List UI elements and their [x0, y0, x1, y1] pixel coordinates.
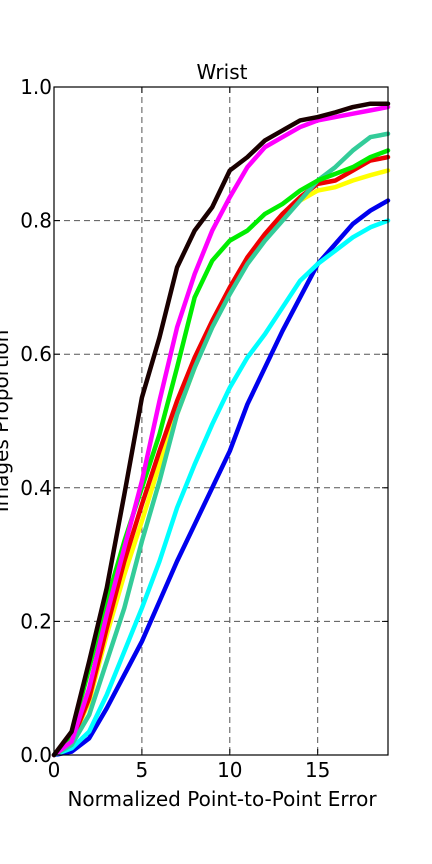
y-tick-label: 0.4 [20, 476, 52, 500]
series-group [51, 101, 391, 758]
y-tick-label: 0.6 [20, 342, 52, 366]
series-line-8 [51, 101, 391, 758]
y-axis: 0.0 0.2 0.4 0.6 0.8 1.0 [20, 75, 388, 767]
x-tick-label: 15 [305, 758, 330, 782]
x-tick-label: 5 [136, 758, 149, 782]
y-tick-label: 0.2 [20, 609, 52, 633]
chart-title: Wrist [197, 60, 248, 84]
y-axis-title: Images Proportion [0, 330, 13, 513]
x-axis-title: Normalized Point-to-Point Error [67, 787, 377, 811]
x-tick-label: 10 [217, 758, 242, 782]
plot-frame [53, 86, 389, 756]
series-line-5 [51, 131, 391, 758]
series-line-2 [51, 218, 391, 758]
series-line-7 [51, 104, 391, 758]
x-axis: 0 5 10 15 [48, 87, 330, 782]
x-tick-label: 0 [48, 758, 61, 782]
y-tick-label: 1.0 [20, 75, 52, 99]
y-tick-label: 0.8 [20, 209, 52, 233]
series-line-4 [51, 154, 391, 758]
series-line-6 [51, 148, 391, 758]
series-line-1 [51, 198, 391, 758]
y-tick-label: 0.0 [20, 743, 52, 767]
